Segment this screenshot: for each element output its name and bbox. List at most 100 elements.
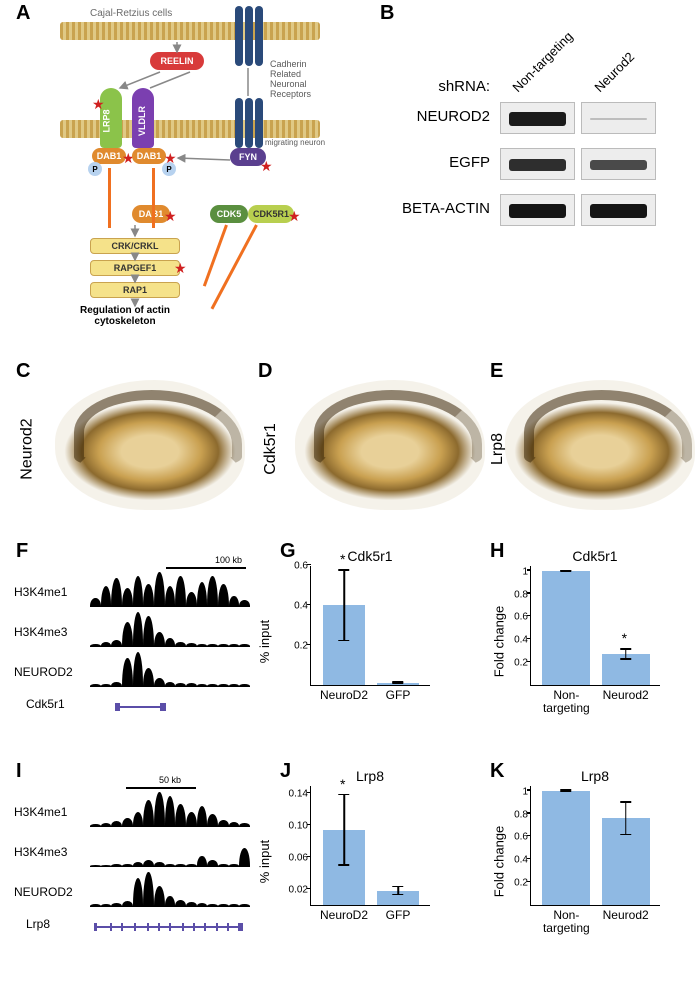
chip-peak — [154, 886, 165, 906]
chip-peak — [133, 612, 144, 646]
chip-peak — [197, 806, 208, 826]
chip-peak — [197, 644, 208, 646]
track-label: H3K4me3 — [14, 845, 84, 859]
chart-area: Fold change0.20.40.60.81Non- targetingNe… — [530, 786, 660, 906]
track-row — [90, 615, 250, 647]
bar — [602, 654, 650, 685]
chip-peak — [229, 904, 240, 906]
x-label: Non- targeting — [536, 905, 596, 935]
chip-peak — [154, 572, 165, 606]
panel-label-a: A — [16, 2, 30, 25]
error-bar — [343, 569, 345, 641]
chip-peak — [218, 864, 229, 866]
ish-image-neurod2 — [55, 380, 245, 510]
y-tick: 0.2 — [514, 878, 531, 889]
chip-peak — [143, 584, 154, 606]
error-bar — [566, 789, 568, 792]
chip-peak — [229, 596, 240, 606]
chart-lrp8-chip: Lrp8% input0.020.060.100.14NeuroD2*GFP — [310, 768, 430, 906]
chip-peak — [111, 578, 122, 606]
x-label: GFP — [371, 685, 425, 702]
significance-marker: * — [622, 630, 627, 646]
chip-peak — [186, 812, 197, 826]
chip-peak — [218, 684, 229, 686]
x-label: GFP — [371, 905, 425, 922]
chip-peak — [197, 684, 208, 686]
error-bar — [566, 570, 568, 572]
track-label: NEUROD2 — [14, 885, 84, 899]
chip-peak — [175, 804, 186, 826]
bar — [602, 818, 650, 905]
chip-peak — [197, 856, 208, 866]
chip-peak — [122, 658, 133, 686]
ish-label-c: Neurod2 — [19, 418, 37, 479]
chip-peak — [111, 864, 122, 866]
chip-peak — [239, 848, 250, 866]
blot-lane — [500, 102, 575, 134]
y-tick: 0.8 — [514, 589, 531, 600]
shrna-label: shRNA: — [380, 78, 490, 95]
chip-peak — [101, 642, 112, 646]
bar — [377, 891, 419, 905]
panel-label-d: D — [258, 360, 272, 383]
chip-peak — [207, 904, 218, 906]
blot-lane — [581, 148, 656, 180]
chip-peak — [239, 823, 250, 826]
chip-peak — [207, 814, 218, 826]
col-nontargeting: Non-targeting — [509, 29, 575, 95]
chip-peak — [154, 862, 165, 866]
chip-peak — [175, 864, 186, 866]
pathway-arrows-icon — [60, 10, 340, 340]
chart-title: Lrp8 — [310, 768, 430, 784]
chip-peak — [101, 684, 112, 686]
chip-peak — [165, 682, 176, 686]
chip-peak — [239, 600, 250, 606]
chip-peak — [90, 904, 101, 906]
blot-band — [590, 160, 647, 170]
panel-label-h: H — [490, 540, 504, 563]
chip-peak — [101, 586, 112, 606]
chip-peak — [239, 684, 250, 686]
chip-peak — [133, 652, 144, 686]
bar — [323, 605, 365, 685]
blot-lane-pair — [500, 102, 656, 134]
chip-peak — [218, 820, 229, 826]
bar — [542, 571, 590, 685]
chip-peak — [197, 582, 208, 606]
western-blot: shRNA: Non-targeting Neurod2 NEUROD2EGFP… — [380, 30, 680, 250]
chip-peak — [218, 904, 229, 906]
y-tick: 0.6 — [514, 832, 531, 843]
chip-peak — [143, 616, 154, 646]
chip-peak — [165, 896, 176, 906]
y-axis-label: % input — [257, 620, 272, 663]
chip-peak — [133, 812, 144, 826]
chart-title: Lrp8 — [530, 768, 660, 784]
gene-model — [86, 921, 246, 933]
x-label: Neurod2 — [596, 905, 656, 922]
panel-label-k: K — [490, 760, 504, 783]
chip-peak — [122, 622, 133, 646]
y-tick: 0.2 — [294, 641, 311, 652]
chip-peak — [186, 592, 197, 606]
chip-peak — [229, 644, 240, 646]
chip-peak — [207, 576, 218, 606]
x-label: NeuroD2 — [317, 905, 371, 922]
track-row — [90, 575, 250, 607]
chip-peak — [175, 683, 186, 686]
significance-marker: * — [340, 551, 345, 567]
chip-peak — [175, 642, 186, 646]
blot-band — [509, 159, 566, 171]
bar — [542, 791, 590, 905]
x-label: Neurod2 — [596, 685, 656, 702]
error-bar — [343, 794, 345, 866]
chip-peak — [207, 684, 218, 686]
chart-title: Cdk5r1 — [530, 548, 660, 564]
y-tick: 0.4 — [514, 855, 531, 866]
chip-peak — [90, 644, 101, 646]
chip-peak — [143, 860, 154, 866]
y-tick: 0.02 — [289, 885, 311, 896]
chart-cdk5r1-chip: Cdk5r1% input0.20.40.6NeuroD2*GFP — [310, 548, 430, 686]
track-row — [90, 655, 250, 687]
blot-lane — [500, 148, 575, 180]
chip-peak — [143, 872, 154, 906]
